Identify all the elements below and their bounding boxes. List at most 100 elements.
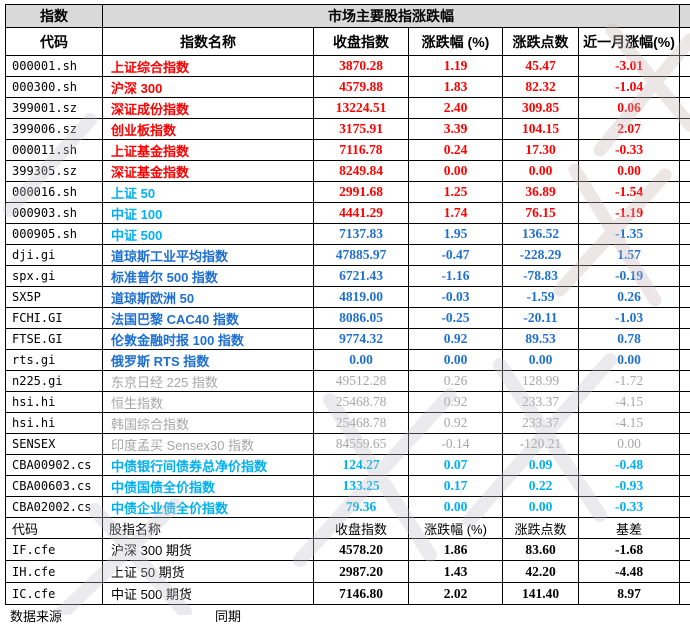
index-name-cell: 深证成份指数 bbox=[103, 98, 314, 119]
index-name-cell: 中债国债全价指数 bbox=[103, 476, 314, 497]
close-value-cell: 47885.97 bbox=[314, 245, 409, 266]
index-code-cell: 399305.sz bbox=[6, 161, 103, 182]
points-change-cell: 17.30 bbox=[503, 140, 579, 161]
pct-change-cell: -1.16 bbox=[409, 266, 503, 287]
pct-change-cell: 0.00 bbox=[409, 161, 503, 182]
month-change-cell: -0.33 bbox=[579, 497, 680, 518]
month-change-cell: -0.19 bbox=[579, 266, 680, 287]
col-header-pct: 涨跌幅 (%) bbox=[409, 28, 503, 56]
close-value-cell: 3870.28 bbox=[314, 56, 409, 77]
month-change-cell: 0.78 bbox=[579, 329, 680, 350]
index-name-cell: 恒生指数 bbox=[103, 392, 314, 413]
index-code-cell: rts.gi bbox=[6, 350, 103, 371]
index-code-cell: n225.gi bbox=[6, 371, 103, 392]
spacer-cell bbox=[680, 119, 690, 140]
month-change-cell: -1.72 bbox=[579, 371, 680, 392]
pct-change-cell: 0.26 bbox=[409, 371, 503, 392]
month-change-cell: 0.26 bbox=[579, 287, 680, 308]
month-change-cell: 0.00 bbox=[579, 161, 680, 182]
points-change-cell: 0.00 bbox=[503, 161, 579, 182]
points-change-cell: -78.83 bbox=[503, 266, 579, 287]
spacer-cell bbox=[680, 329, 690, 350]
futures-points-cell: 83.60 bbox=[503, 539, 579, 561]
index-name-cell: 中债银行间债券总净价指数 bbox=[103, 455, 314, 476]
spacer-cell bbox=[680, 287, 690, 308]
spacer-cell bbox=[680, 224, 690, 245]
month-change-cell: 2.07 bbox=[579, 119, 680, 140]
points-change-cell: 136.52 bbox=[503, 224, 579, 245]
spacer-header-cell bbox=[680, 5, 690, 28]
month-change-cell: -1.35 bbox=[579, 224, 680, 245]
points-change-cell: 309.85 bbox=[503, 98, 579, 119]
header-row-2: 代码 指数名称 收盘指数 涨跌幅 (%) 涨跌点数 近一月涨幅(%) bbox=[6, 28, 690, 56]
futures-basis-cell: -4.48 bbox=[579, 561, 680, 583]
spacer-cell bbox=[680, 308, 690, 329]
col-header-close: 收盘指数 bbox=[314, 28, 409, 56]
pct-change-cell: 2.40 bbox=[409, 98, 503, 119]
index-name-cell: 上证综合指数 bbox=[103, 56, 314, 77]
close-value-cell: 4819.00 bbox=[314, 287, 409, 308]
pct-change-cell: 0.00 bbox=[409, 497, 503, 518]
spacer-cell bbox=[680, 266, 690, 287]
month-change-cell: 0.00 bbox=[579, 434, 680, 455]
futures-header-points: 涨跌点数 bbox=[503, 518, 579, 539]
futures-name-cell: 中证 500 期货 bbox=[103, 583, 314, 605]
col-header-name: 指数名称 bbox=[103, 28, 314, 56]
close-value-cell: 7137.83 bbox=[314, 224, 409, 245]
index-name-cell: 上证 50 bbox=[103, 182, 314, 203]
index-name-cell: 中证 100 bbox=[103, 203, 314, 224]
pct-change-cell: 0.92 bbox=[409, 392, 503, 413]
futures-name-cell: 上证 50 期货 bbox=[103, 561, 314, 583]
futures-section: 代码 股指名称 收盘指数 涨跌幅 (%) 涨跌点数 基差 bbox=[6, 518, 690, 539]
points-change-cell: 233.37 bbox=[503, 413, 579, 434]
index-name-cell: 中债企业债全价指数 bbox=[103, 497, 314, 518]
spacer-cell bbox=[680, 455, 690, 476]
index-name-cell: 标准普尔 500 指数 bbox=[103, 266, 314, 287]
close-value-cell: 2991.68 bbox=[314, 182, 409, 203]
close-value-cell: 7116.78 bbox=[314, 140, 409, 161]
spacer-cell bbox=[680, 203, 690, 224]
futures-pct-cell: 1.86 bbox=[409, 539, 503, 561]
index-code-cell: 000300.sh bbox=[6, 77, 103, 98]
pct-change-cell: 3.39 bbox=[409, 119, 503, 140]
close-value-cell: 13224.51 bbox=[314, 98, 409, 119]
points-change-cell: 104.15 bbox=[503, 119, 579, 140]
pct-change-cell: 1.19 bbox=[409, 56, 503, 77]
header-row-1: 指数 市场主要股指涨跌幅 bbox=[6, 5, 690, 28]
index-name-cell: 沪深 300 bbox=[103, 77, 314, 98]
index-name-cell: 创业板指数 bbox=[103, 119, 314, 140]
index-name-cell: 韩国综合指数 bbox=[103, 413, 314, 434]
futures-basis-cell: -1.68 bbox=[579, 539, 680, 561]
spacer-cell bbox=[680, 434, 690, 455]
spacer-cell bbox=[680, 583, 690, 605]
points-change-cell: -228.29 bbox=[503, 245, 579, 266]
close-value-cell: 8086.05 bbox=[314, 308, 409, 329]
futures-header-basis: 基差 bbox=[579, 518, 680, 539]
spacer-cell bbox=[680, 161, 690, 182]
pct-change-cell: -0.14 bbox=[409, 434, 503, 455]
table-title: 市场主要股指涨跌幅 bbox=[103, 5, 680, 28]
spacer-cell bbox=[680, 561, 690, 583]
index-code-cell: 000001.sh bbox=[6, 56, 103, 77]
index-code-cell: FTSE.GI bbox=[6, 329, 103, 350]
spacer-cell bbox=[680, 350, 690, 371]
futures-close-cell: 7146.80 bbox=[314, 583, 409, 605]
futures-pct-cell: 2.02 bbox=[409, 583, 503, 605]
close-value-cell: 9774.32 bbox=[314, 329, 409, 350]
pct-change-cell: 0.92 bbox=[409, 329, 503, 350]
futures-points-cell: 141.40 bbox=[503, 583, 579, 605]
points-change-cell: 36.89 bbox=[503, 182, 579, 203]
index-name-cell: 道琼斯工业平均指数 bbox=[103, 245, 314, 266]
month-change-cell: -4.15 bbox=[579, 413, 680, 434]
month-change-cell: -0.93 bbox=[579, 476, 680, 497]
index-code-cell: 000016.sh bbox=[6, 182, 103, 203]
spacer-cell bbox=[680, 497, 690, 518]
month-change-cell: -0.33 bbox=[579, 140, 680, 161]
index-code-cell: 000905.sh bbox=[6, 224, 103, 245]
